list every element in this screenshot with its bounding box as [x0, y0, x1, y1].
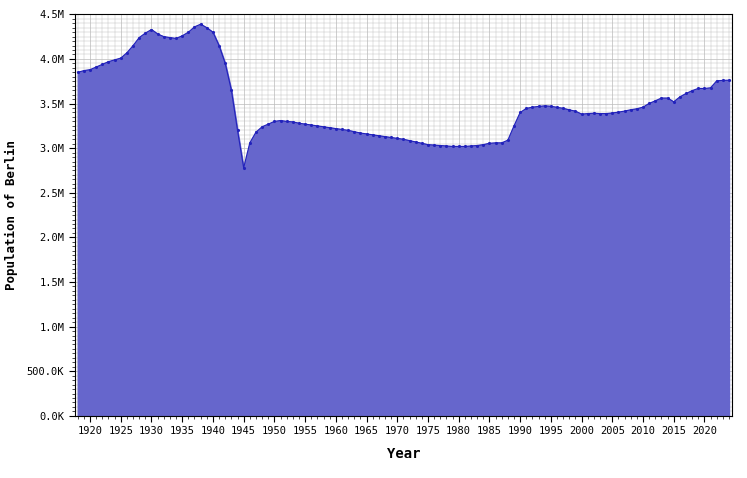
X-axis label: Year: Year: [387, 447, 420, 461]
Y-axis label: Population of Berlin: Population of Berlin: [5, 140, 19, 290]
